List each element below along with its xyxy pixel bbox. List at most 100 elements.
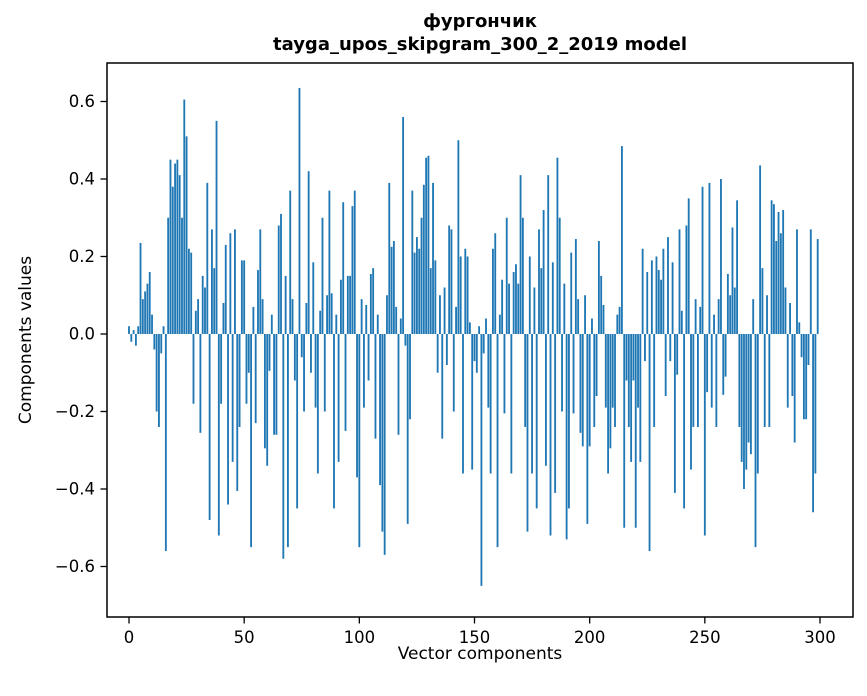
- bar: [692, 334, 695, 427]
- bar: [736, 200, 738, 334]
- bar: [365, 304, 368, 334]
- y-tick-label: 0.6: [69, 92, 95, 111]
- bar: [462, 334, 464, 474]
- y-axis-ticks: −0.6 −0.4 −0.2 0.0 0.2 0.4 0.6: [55, 92, 95, 576]
- bar: [680, 310, 683, 334]
- bar: [300, 334, 303, 358]
- y-tick-label: −0.4: [55, 480, 95, 499]
- bar: [282, 334, 285, 559]
- bar: [568, 334, 570, 509]
- bar: [211, 229, 213, 335]
- bar: [335, 314, 338, 335]
- bar: [395, 306, 398, 335]
- bar: [128, 326, 130, 334]
- bar: [641, 248, 644, 334]
- bar: [478, 326, 481, 334]
- bar: [526, 334, 529, 532]
- bar: [480, 334, 483, 586]
- bar: [342, 202, 345, 334]
- bar: [584, 295, 586, 334]
- bar: [303, 334, 305, 412]
- bar: [805, 334, 808, 420]
- x-tick-label: 50: [234, 628, 255, 647]
- bar: [305, 303, 308, 334]
- bar: [397, 334, 400, 435]
- bar: [768, 334, 771, 427]
- bar: [494, 233, 497, 334]
- bar: [448, 225, 451, 334]
- bar: [257, 270, 259, 334]
- bar: [554, 334, 557, 493]
- bar: [215, 120, 218, 335]
- bar: [634, 334, 637, 528]
- bar: [604, 334, 607, 408]
- bar: [802, 334, 805, 420]
- bar: [229, 233, 232, 334]
- bar: [312, 262, 315, 334]
- bar: [574, 239, 577, 334]
- bar: [713, 314, 715, 335]
- bar: [637, 334, 639, 408]
- bar: [540, 268, 543, 335]
- title-word: фургончик: [423, 11, 537, 32]
- bar: [531, 334, 533, 474]
- bar: [496, 334, 499, 548]
- bar: [353, 190, 356, 335]
- bar: [607, 334, 610, 474]
- axes-spines: [106, 62, 854, 618]
- bar: [280, 213, 282, 335]
- bar: [521, 217, 524, 334]
- bar: [227, 334, 229, 505]
- bar: [425, 157, 428, 334]
- bar: [503, 334, 506, 414]
- bar: [406, 334, 409, 524]
- bar: [441, 334, 444, 439]
- bar: [528, 256, 531, 334]
- bar: [289, 190, 292, 335]
- bar: [683, 334, 686, 509]
- bar: [351, 206, 354, 335]
- bar: [445, 334, 448, 365]
- bar: [524, 334, 527, 427]
- bar: [485, 318, 487, 334]
- bar: [220, 334, 223, 404]
- bar: [245, 334, 248, 404]
- bar: [176, 159, 179, 335]
- bar: [231, 334, 234, 462]
- bar: [487, 334, 490, 408]
- bar: [411, 190, 414, 335]
- bar: [287, 334, 289, 548]
- bar: [512, 272, 515, 334]
- bar: [625, 334, 628, 381]
- bar: [800, 334, 803, 358]
- bar: [459, 256, 462, 334]
- bar: [429, 268, 432, 335]
- bar: [153, 334, 156, 350]
- bar: [533, 287, 536, 334]
- bar: [579, 334, 582, 433]
- bar: [701, 186, 704, 334]
- bar: [798, 322, 801, 335]
- bar: [740, 334, 743, 462]
- bar: [155, 334, 158, 412]
- bar: [630, 334, 633, 462]
- bar: [639, 334, 642, 462]
- bar: [699, 306, 702, 335]
- bar: [597, 241, 600, 334]
- bar: [498, 314, 501, 335]
- bar: [600, 275, 603, 335]
- bar: [678, 229, 681, 335]
- bar: [782, 210, 785, 334]
- bar: [726, 273, 729, 334]
- bar: [809, 229, 812, 335]
- bar: [775, 241, 778, 334]
- bar: [581, 334, 584, 447]
- bar: [632, 334, 635, 381]
- bar: [217, 334, 220, 536]
- bar: [390, 246, 393, 334]
- bar: [595, 334, 598, 396]
- x-tick-label: 250: [689, 628, 721, 647]
